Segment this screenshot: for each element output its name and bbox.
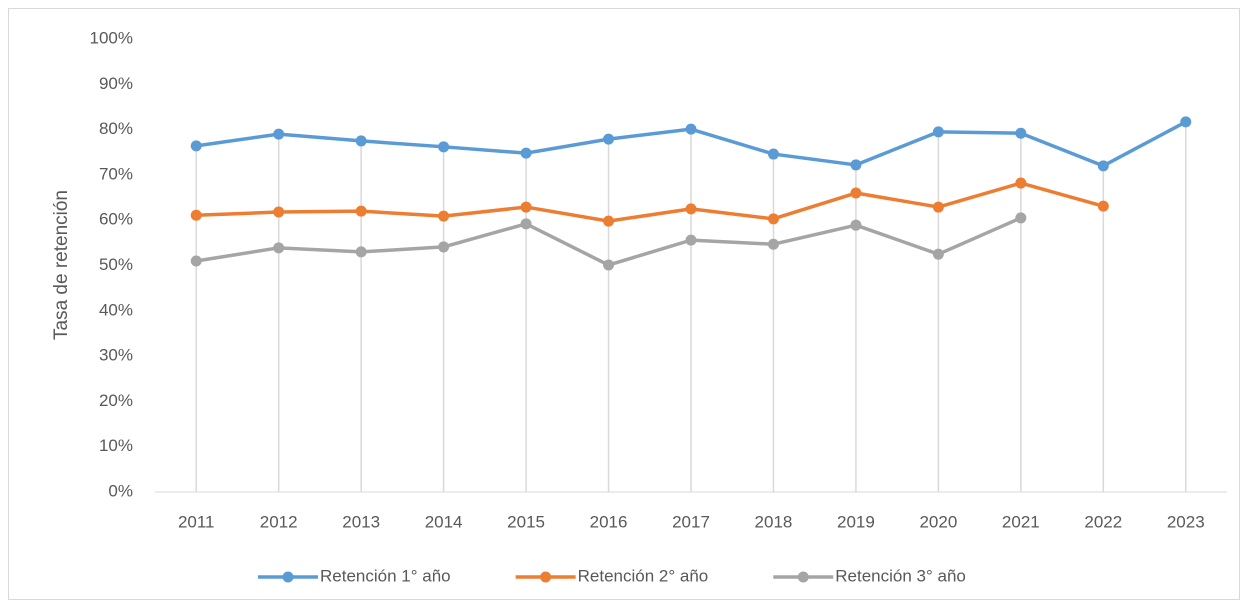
y-tick-label: 80% <box>99 119 133 138</box>
point <box>520 201 532 213</box>
x-tick-label: 2019 <box>837 512 875 531</box>
x-tick-label: 2011 <box>178 512 215 531</box>
legend-marker <box>282 571 294 583</box>
x-tick-label: 2016 <box>590 512 628 531</box>
y-tick-label: 30% <box>99 346 133 365</box>
point <box>767 238 779 250</box>
y-tick-label: 90% <box>99 74 133 93</box>
x-tick-label: 2014 <box>425 512 463 531</box>
y-tick-label: 50% <box>99 255 133 274</box>
y-tick-label: 20% <box>99 391 133 410</box>
point <box>520 147 532 159</box>
x-tick-label: 2017 <box>672 512 710 531</box>
x-tick-label: 2013 <box>342 512 380 531</box>
point <box>1097 160 1109 172</box>
point <box>438 241 450 253</box>
x-tick-label: 2018 <box>755 512 793 531</box>
y-tick-label: 0% <box>108 481 133 500</box>
y-tick-label: 40% <box>99 300 133 319</box>
x-tick-label: 2022 <box>1084 512 1122 531</box>
y-axis-label: Tasa de retención <box>51 190 72 340</box>
point <box>932 126 944 138</box>
point <box>767 148 779 160</box>
y-tick-label: 10% <box>99 436 133 455</box>
x-tick-label: 2012 <box>260 512 298 531</box>
point <box>603 215 615 227</box>
point <box>190 255 202 267</box>
x-tick-label: 2023 <box>1167 512 1205 531</box>
chart-border <box>8 8 1240 600</box>
legend-label: Retención 3° año <box>835 566 966 585</box>
point <box>932 248 944 260</box>
point <box>1015 177 1027 189</box>
point <box>273 242 285 254</box>
point <box>1097 200 1109 212</box>
point <box>932 201 944 213</box>
point <box>850 187 862 199</box>
legend-marker <box>540 571 552 583</box>
series-line <box>196 181 1104 223</box>
x-tick-label: 2021 <box>1002 512 1040 531</box>
legend-label: Retención 2° año <box>578 566 709 585</box>
point <box>850 159 862 171</box>
legend-marker <box>797 571 809 583</box>
point <box>438 210 450 222</box>
y-tick-label: 100% <box>90 28 133 47</box>
legend-label: Retención 1° año <box>320 566 451 585</box>
point <box>438 141 450 153</box>
x-tick-label: 2015 <box>507 512 545 531</box>
point <box>767 213 779 225</box>
point <box>273 206 285 218</box>
y-tick-label: 70% <box>99 164 133 183</box>
point <box>1015 212 1027 224</box>
point <box>1015 127 1027 139</box>
point <box>190 140 202 152</box>
point <box>520 218 532 230</box>
point <box>355 135 367 147</box>
point <box>355 246 367 258</box>
point <box>1180 116 1192 128</box>
point <box>190 209 202 221</box>
point <box>685 123 697 135</box>
point <box>273 128 285 140</box>
point <box>685 234 697 246</box>
y-tick-label: 60% <box>99 210 133 229</box>
x-tick-label: 2020 <box>919 512 957 531</box>
point <box>603 259 615 271</box>
point <box>355 205 367 217</box>
point <box>850 219 862 231</box>
point <box>603 133 615 145</box>
point <box>685 203 697 215</box>
